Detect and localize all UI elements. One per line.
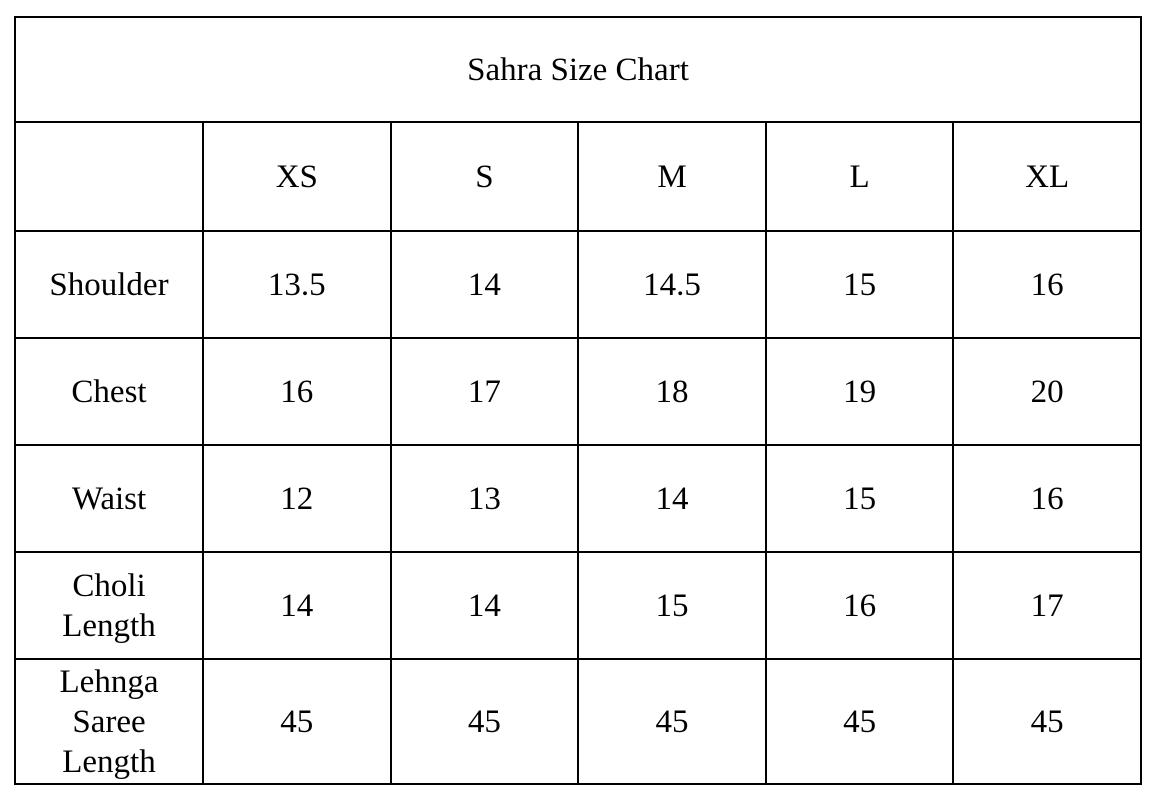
cell: 18	[577, 337, 767, 446]
cell: 17	[952, 551, 1142, 660]
header-row: XS S M L XL	[14, 121, 1142, 232]
cell: 17	[389, 337, 580, 446]
cell: 13	[389, 444, 580, 553]
row-label: Choli Length	[14, 551, 204, 660]
row-label: Lehnga Saree Length	[14, 658, 204, 785]
size-chart-table: Sahra Size Chart XS S M L XL Shoulder 13…	[14, 16, 1142, 785]
size-header: L	[764, 121, 955, 232]
table-row: Waist 12 13 14 15 16	[14, 444, 1142, 553]
cell: 45	[202, 658, 392, 785]
row-label: Shoulder	[14, 230, 204, 339]
row-label: Chest	[14, 337, 204, 446]
cell: 45	[952, 658, 1142, 785]
cell: 15	[764, 230, 955, 339]
cell: 45	[577, 658, 767, 785]
cell: 45	[764, 658, 955, 785]
size-header: XL	[952, 121, 1142, 232]
cell: 16	[764, 551, 955, 660]
cell: 15	[577, 551, 767, 660]
cell: 14	[577, 444, 767, 553]
cell: 16	[952, 444, 1142, 553]
cell: 14	[389, 551, 580, 660]
table-row: Choli Length 14 14 15 16 17	[14, 551, 1142, 660]
corner-cell	[14, 121, 204, 232]
size-header: S	[389, 121, 580, 232]
cell: 20	[952, 337, 1142, 446]
cell: 14	[202, 551, 392, 660]
size-header: M	[577, 121, 767, 232]
cell: 19	[764, 337, 955, 446]
cell: 14.5	[577, 230, 767, 339]
cell: 12	[202, 444, 392, 553]
cell: 15	[764, 444, 955, 553]
title-row: Sahra Size Chart	[14, 16, 1142, 123]
table-row: Chest 16 17 18 19 20	[14, 337, 1142, 446]
table-row: Shoulder 13.5 14 14.5 15 16	[14, 230, 1142, 339]
cell: 16	[952, 230, 1142, 339]
cell: 45	[389, 658, 580, 785]
cell: 16	[202, 337, 392, 446]
table-title: Sahra Size Chart	[14, 16, 1142, 123]
cell: 14	[389, 230, 580, 339]
size-header: XS	[202, 121, 392, 232]
table-row: Lehnga Saree Length 45 45 45 45 45	[14, 658, 1142, 785]
cell: 13.5	[202, 230, 392, 339]
row-label: Waist	[14, 444, 204, 553]
